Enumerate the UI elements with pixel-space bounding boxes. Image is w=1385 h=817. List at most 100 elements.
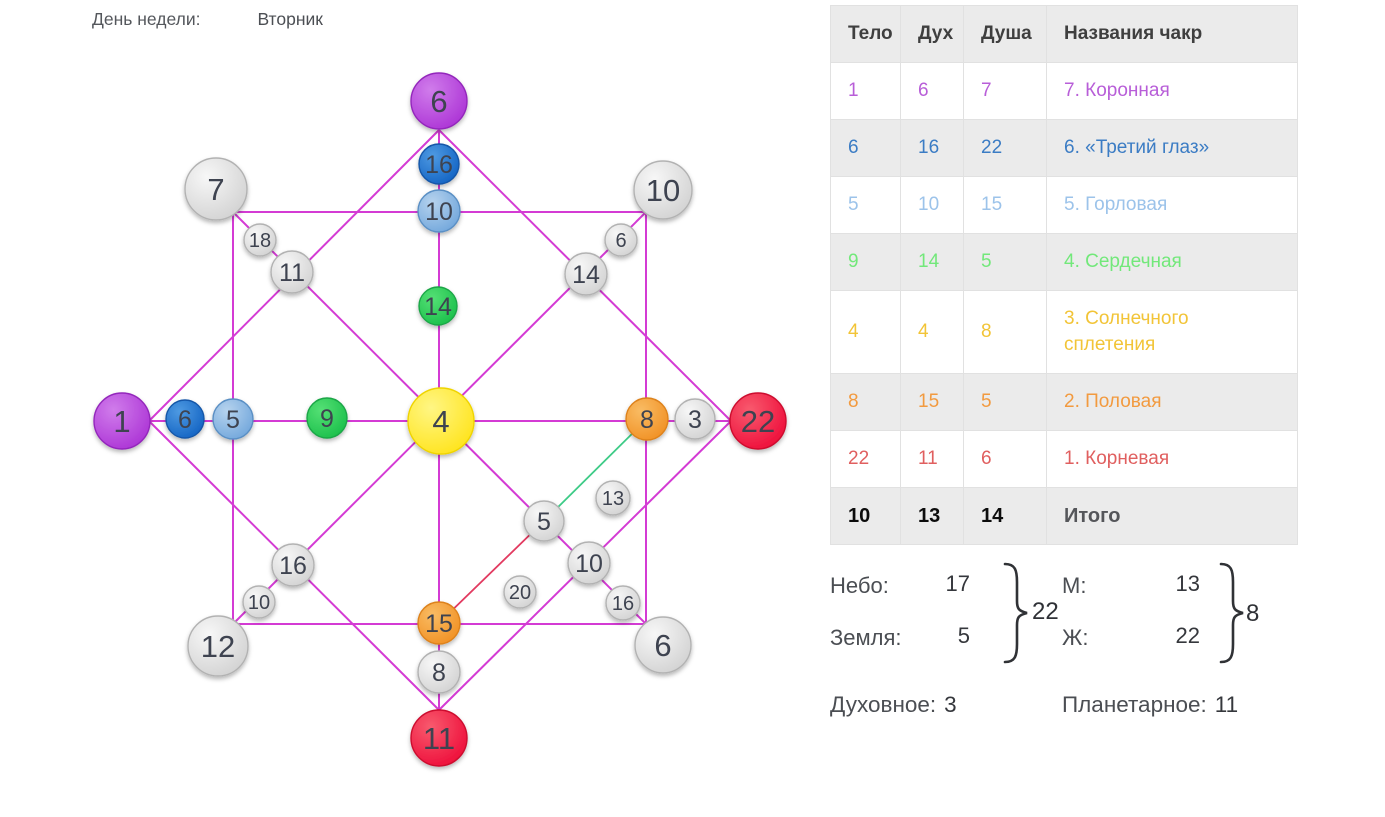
- matrix-circle-axis-right-1: 8: [625, 397, 669, 441]
- matrix-circle-corner-bottom-left: 12: [187, 615, 249, 677]
- matrix-circle-comfort-label-lower: 20: [503, 575, 537, 609]
- chakra-spirit-cell: 4: [900, 290, 964, 374]
- earth-label: Земля:: [830, 625, 902, 650]
- comfort-line-red: [439, 520, 545, 623]
- chakra-panel: Тело Дух Душа Названия чакр 1 6 7 7. Коронн…: [830, 5, 1298, 545]
- chakra-soul-cell: 8: [963, 290, 1047, 374]
- svg-text:4: 4: [432, 404, 449, 439]
- svg-text:18: 18: [249, 230, 271, 252]
- matrix-circle-diag-br-inner: 10: [567, 541, 611, 585]
- chakra-spirit-cell: 16: [900, 119, 964, 177]
- matrix-circle-axis-top-2: 10: [417, 189, 461, 233]
- matrix-circle-diag-bl-inner: 16: [271, 543, 315, 587]
- chakra-spirit-cell: 14: [900, 233, 964, 291]
- col-header-soul: Душа: [963, 5, 1047, 63]
- total-label: Итого: [1046, 487, 1298, 545]
- chakra-body-cell: 6: [830, 119, 901, 177]
- svg-text:10: 10: [646, 173, 680, 208]
- comfort-line-green: [543, 418, 648, 522]
- matrix-circle-axis-bottom-2: 8: [417, 650, 461, 694]
- svg-text:8: 8: [432, 659, 446, 687]
- planetary-value: 11: [1214, 692, 1239, 717]
- svg-text:7: 7: [207, 172, 224, 207]
- svg-text:12: 12: [201, 629, 235, 664]
- svg-text:14: 14: [572, 261, 600, 289]
- svg-text:6: 6: [430, 84, 447, 119]
- chakra-spirit-cell: 11: [900, 430, 964, 488]
- matrix-circle-axis-top-3: 14: [418, 286, 458, 326]
- matrix-circle-axis-top-1: 16: [418, 143, 460, 185]
- chakra-table-body: 1 6 7 7. Коронная 6 16 22 6. «Третий глаз» 5 10 15…: [830, 62, 1298, 488]
- table-header-row: Тело Дух Душа Названия чакр: [830, 5, 1298, 63]
- matrix-circle-vertex-top: 6: [410, 72, 468, 130]
- matrix-circle-center: 4: [407, 387, 475, 455]
- svg-text:6: 6: [654, 628, 671, 663]
- col-header-spirit: Дух: [900, 5, 964, 63]
- svg-text:22: 22: [741, 404, 775, 439]
- sky-earth-total: 22: [1032, 598, 1059, 625]
- matrix-circle-diag-bl-outer: 10: [242, 585, 276, 619]
- svg-text:8: 8: [640, 406, 654, 434]
- svg-text:11: 11: [279, 259, 305, 287]
- matrix-circle-corner-bottom-right: 6: [634, 616, 692, 674]
- chakra-body-cell: 4: [830, 290, 901, 374]
- spiritual-value: 3: [944, 692, 957, 717]
- total-soul: 14: [963, 487, 1047, 545]
- matrix-circle-comfort-label-upper: 13: [595, 480, 631, 516]
- matrix-circle-vertex-right: 22: [729, 392, 787, 450]
- matrix-circle-vertex-bottom: 11: [410, 709, 468, 767]
- chakra-soul-cell: 22: [963, 119, 1047, 177]
- svg-text:1: 1: [113, 404, 130, 439]
- chakra-name-cell: 4. Сердечная: [1046, 233, 1298, 291]
- svg-text:14: 14: [424, 293, 452, 321]
- matrix-circle-diag-tl-inner: 11: [270, 250, 314, 294]
- svg-text:6: 6: [178, 406, 192, 434]
- matrix-circle-vertex-left: 1: [93, 392, 151, 450]
- table-row: 22 11 6 1. Корневая: [830, 430, 1298, 488]
- matrix-circle-corner-top-left: 7: [184, 157, 248, 221]
- svg-text:9: 9: [320, 405, 334, 433]
- sky-label: Небо:: [830, 573, 889, 598]
- svg-text:16: 16: [279, 552, 307, 580]
- matrix-circle-axis-left-1: 6: [165, 399, 205, 439]
- table-row: 5 10 15 5. Горловая: [830, 176, 1298, 234]
- matrix-circle-diag-tl-outer: 18: [243, 223, 277, 257]
- m-label: М:: [1062, 573, 1087, 598]
- f-label: Ж:: [1062, 625, 1089, 650]
- matrix-circle-axis-right-2: 3: [674, 398, 716, 440]
- svg-text:11: 11: [423, 721, 455, 756]
- m-value: 13: [1175, 571, 1200, 596]
- chakra-name-cell: 2. Половая: [1046, 373, 1298, 431]
- chakra-name-cell: 1. Корневая: [1046, 430, 1298, 488]
- chakra-soul-cell: 6: [963, 430, 1047, 488]
- total-spirit: 13: [900, 487, 964, 545]
- svg-text:16: 16: [425, 151, 453, 179]
- spiritual-label: Духовное:: [830, 692, 937, 717]
- chakra-soul-cell: 5: [963, 373, 1047, 431]
- svg-text:10: 10: [575, 550, 603, 578]
- svg-text:10: 10: [248, 592, 270, 614]
- spiritual-line: Духовное: 3: [830, 692, 957, 718]
- matrix-circle-corner-top-right: 10: [633, 160, 693, 220]
- svg-text:15: 15: [425, 610, 453, 638]
- table-row: 6 16 22 6. «Третий глаз»: [830, 119, 1298, 177]
- chakra-spirit-cell: 15: [900, 373, 964, 431]
- chakra-soul-cell: 7: [963, 62, 1047, 120]
- chakra-body-cell: 8: [830, 373, 901, 431]
- total-body: 10: [830, 487, 901, 545]
- planetary-label: Планетарное:: [1062, 692, 1207, 717]
- f-value: 22: [1175, 623, 1200, 648]
- chakra-table: Тело Дух Душа Названия чакр 1 6 7 7. Коронн…: [830, 5, 1298, 545]
- chakra-name-cell: 5. Горловая: [1046, 176, 1298, 234]
- svg-text:16: 16: [612, 593, 634, 615]
- table-row: 1 6 7 7. Коронная: [830, 62, 1298, 120]
- totals-row: 10 13 14 Итого: [830, 487, 1298, 545]
- chakra-body-cell: 1: [830, 62, 901, 120]
- chakra-name-cell: 7. Коронная: [1046, 62, 1298, 120]
- chakra-body-cell: 22: [830, 430, 901, 488]
- matrix-circle-comfort-mid: 5: [523, 500, 565, 542]
- matrix-circle-axis-bottom-1: 15: [417, 601, 461, 645]
- mf-brace: [1219, 562, 1244, 664]
